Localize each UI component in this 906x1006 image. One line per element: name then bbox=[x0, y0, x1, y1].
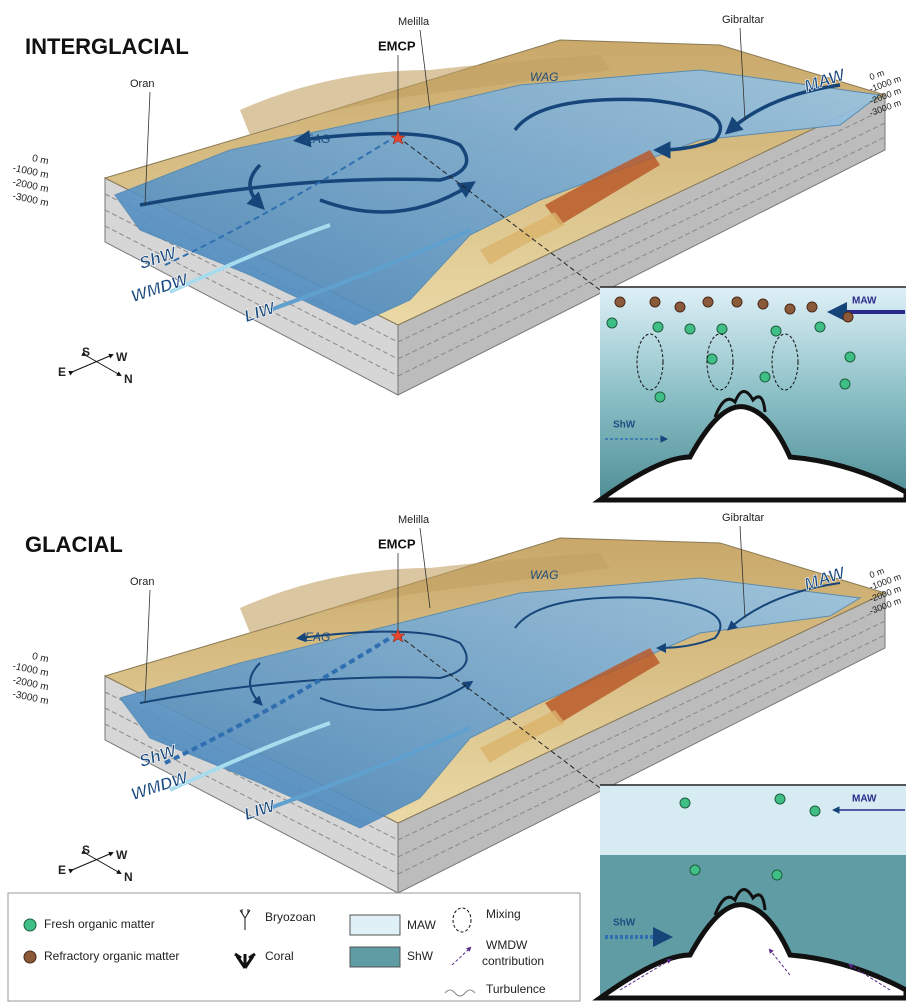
refractory-om bbox=[758, 299, 768, 309]
label: MAW bbox=[407, 918, 437, 932]
refractory-om bbox=[732, 297, 742, 307]
fresh-om bbox=[775, 794, 785, 804]
label: Oran bbox=[130, 78, 154, 90]
fresh-om bbox=[840, 379, 850, 389]
fresh-om bbox=[772, 870, 782, 880]
label: 0 m bbox=[31, 651, 50, 665]
label: EAG bbox=[305, 630, 330, 644]
label: ShW bbox=[407, 949, 434, 963]
label: S bbox=[82, 345, 90, 359]
label: N bbox=[124, 372, 133, 386]
fresh-om bbox=[685, 324, 695, 334]
fresh-om bbox=[717, 324, 727, 334]
refractory-om bbox=[703, 297, 713, 307]
label: Melilla bbox=[398, 514, 430, 526]
label: Gibraltar bbox=[722, 512, 765, 524]
panel: INTERGLACIAL Oran Melilla EMCP Gibraltar EAG W… bbox=[11, 14, 906, 500]
label: WAG bbox=[530, 70, 558, 84]
label: WMDW bbox=[486, 938, 528, 952]
label: Bryozoan bbox=[265, 910, 316, 924]
label: E bbox=[58, 863, 66, 877]
legend-shw bbox=[350, 947, 400, 967]
label: EAG bbox=[305, 132, 330, 146]
fresh-om bbox=[815, 322, 825, 332]
compass-arrow bbox=[72, 355, 112, 372]
label: EMCP bbox=[378, 536, 416, 551]
legend-fresh bbox=[24, 919, 36, 931]
fresh-om bbox=[760, 372, 770, 382]
fresh-om bbox=[653, 322, 663, 332]
label: Oran bbox=[130, 576, 154, 588]
fresh-om bbox=[690, 865, 700, 875]
legend-maw bbox=[350, 915, 400, 935]
label: N bbox=[124, 870, 133, 884]
refractory-om bbox=[785, 304, 795, 314]
label: WMDW bbox=[129, 269, 192, 306]
fresh-om bbox=[707, 354, 717, 364]
fresh-om bbox=[771, 326, 781, 336]
label: E bbox=[58, 365, 66, 379]
fresh-om bbox=[607, 318, 617, 328]
label: ShW bbox=[613, 420, 636, 431]
compass-arrow bbox=[85, 355, 120, 375]
label: W bbox=[116, 350, 128, 364]
label: Mixing bbox=[486, 907, 521, 921]
label: Coral bbox=[265, 949, 294, 963]
label: Gibraltar bbox=[722, 14, 765, 26]
refractory-om bbox=[615, 297, 625, 307]
fresh-om bbox=[810, 806, 820, 816]
label: Fresh organic matter bbox=[44, 917, 155, 931]
refractory-om bbox=[843, 312, 853, 322]
label: GLACIAL bbox=[25, 532, 123, 557]
compass-arrow bbox=[72, 853, 112, 870]
legend-refractory bbox=[24, 951, 36, 963]
fresh-om bbox=[680, 798, 690, 808]
fresh-om bbox=[655, 392, 665, 402]
compass-arrow bbox=[85, 853, 120, 873]
figure: INTERGLACIAL Oran Melilla EMCP Gibraltar EAG W… bbox=[0, 0, 906, 1006]
label: MAW bbox=[852, 296, 877, 307]
label: Melilla bbox=[398, 16, 430, 28]
label: 0 m bbox=[31, 153, 50, 167]
label: Turbulence bbox=[486, 982, 546, 996]
fresh-om bbox=[845, 352, 855, 362]
label: W bbox=[116, 848, 128, 862]
label: S bbox=[82, 843, 90, 857]
refractory-om bbox=[650, 297, 660, 307]
label: WAG bbox=[530, 568, 558, 582]
label: contribution bbox=[482, 954, 544, 968]
label: Refractory organic matter bbox=[44, 949, 179, 963]
label: ShW bbox=[613, 918, 636, 929]
refractory-om bbox=[807, 302, 817, 312]
label: INTERGLACIAL bbox=[25, 34, 189, 59]
label: EMCP bbox=[378, 38, 416, 53]
legend: Fresh organic matter Refractory organic m… bbox=[8, 893, 580, 1001]
refractory-om bbox=[675, 302, 685, 312]
label: MAW bbox=[852, 794, 877, 805]
label: WMDW bbox=[129, 767, 192, 804]
